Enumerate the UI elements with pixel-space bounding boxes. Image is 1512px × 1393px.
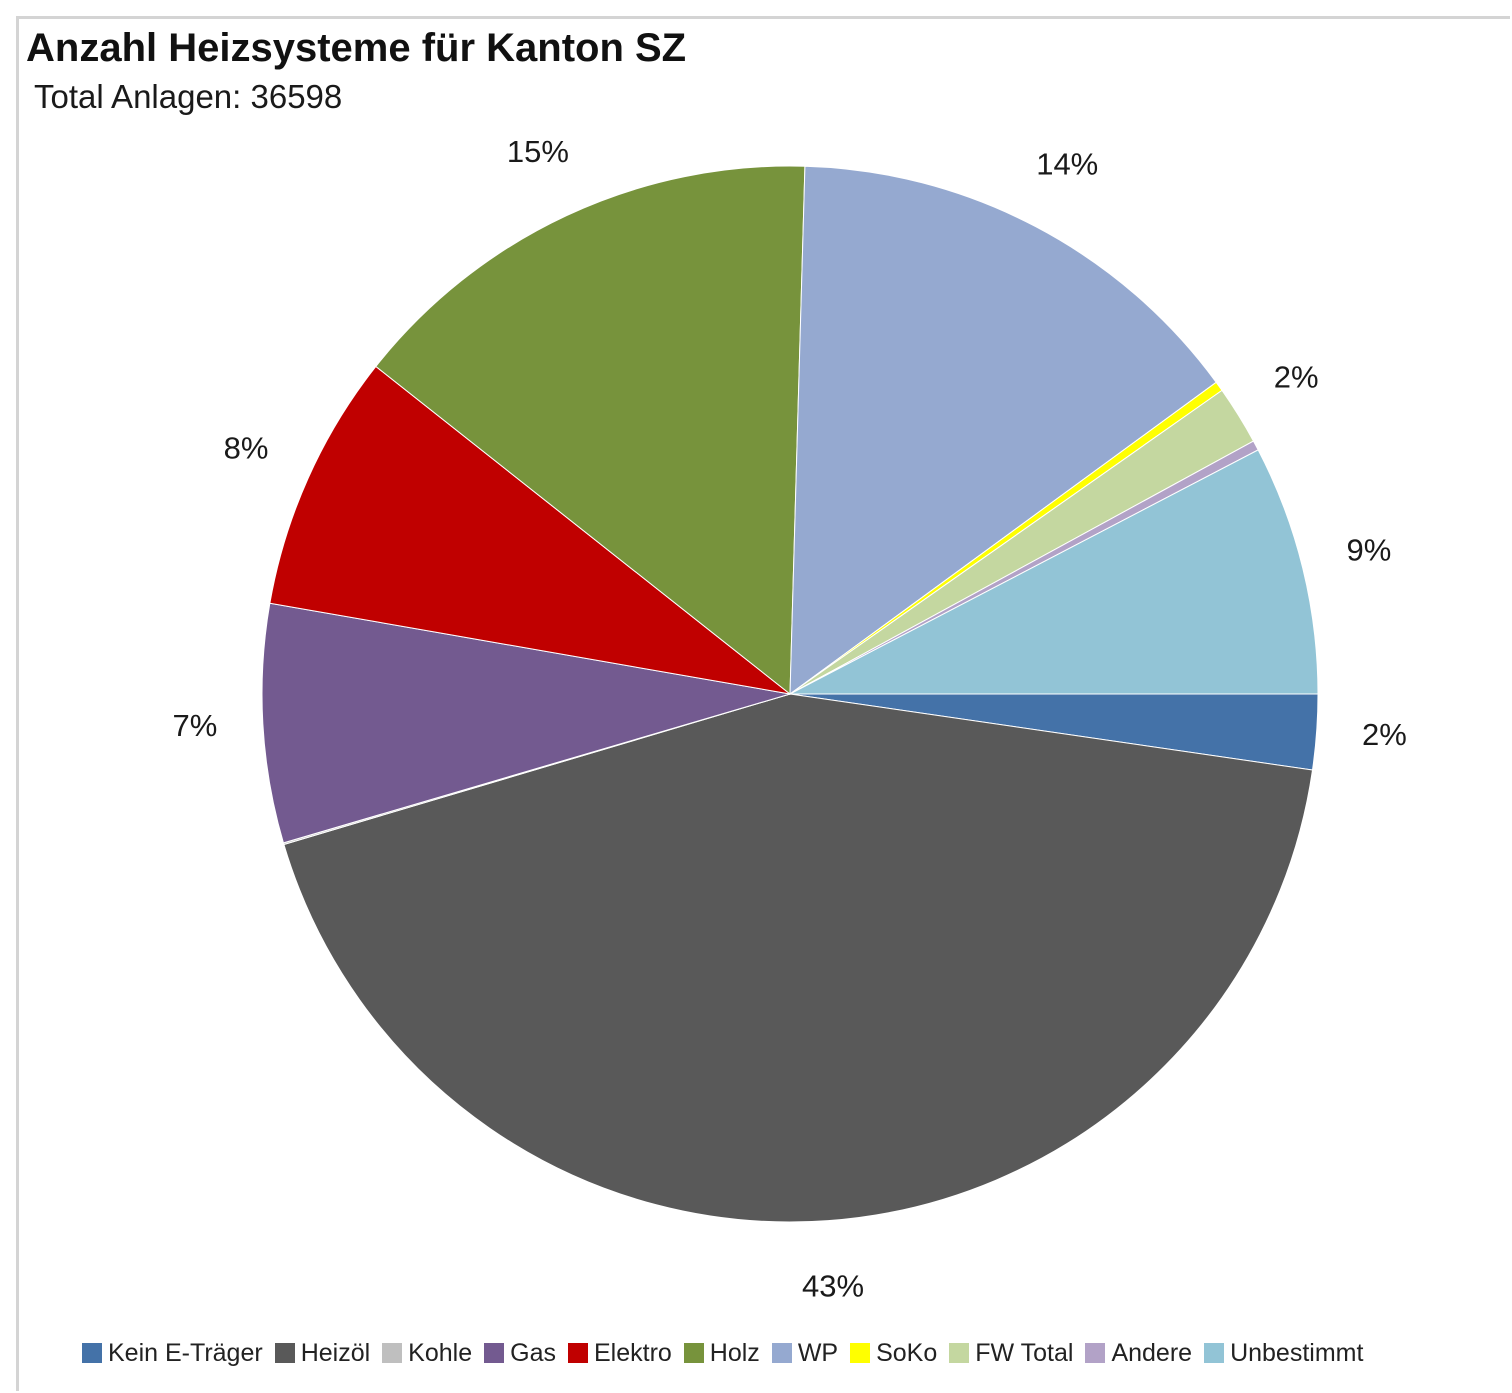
legend-swatch <box>82 1343 102 1363</box>
pie-slice-elektro <box>269 365 791 695</box>
legend-swatch <box>484 1343 505 1363</box>
data-label-gas: 7% <box>173 708 218 743</box>
legend-label: Heizöl <box>300 1338 371 1367</box>
legend-item-heiz-l: Heizöl <box>274 1338 371 1368</box>
legend-item-holz: Holz <box>683 1338 760 1368</box>
legend-item-fw-total: FW Total <box>949 1339 1073 1368</box>
pie-slice-wp <box>789 165 1217 696</box>
legend-item-elektro: Elektro <box>567 1338 672 1368</box>
chart-subtitle: Total Anlagen: 36598 <box>34 78 343 115</box>
legend-swatch <box>382 1343 403 1363</box>
legend-label: FW Total <box>975 1338 1074 1367</box>
legend-swatch <box>771 1343 792 1363</box>
legend-swatch <box>567 1343 588 1363</box>
legend-label: Kein E-Träger <box>108 1338 263 1367</box>
legend-label: Andere <box>1111 1338 1193 1367</box>
data-label-holz: 15% <box>507 134 569 169</box>
legend-item-kohle: Kohle <box>382 1339 472 1368</box>
pie-slice-unbestimmt <box>789 449 1319 695</box>
legend-item-gas: Gas <box>484 1339 556 1368</box>
legend-item-soko: SoKo <box>850 1339 937 1368</box>
legend-label: SoKo <box>876 1338 938 1367</box>
legend-label: Unbestimmt <box>1230 1338 1364 1367</box>
data-label-heiz-l: 43% <box>802 1269 864 1304</box>
legend-label: Gas <box>510 1338 556 1367</box>
legend-item-andere: Andere <box>1085 1339 1192 1368</box>
legend-swatch <box>850 1343 871 1363</box>
chart-legend: Kein E-Träger Heizöl Kohle Gas Elektro Holz WP… <box>82 1336 1363 1370</box>
legend-label: WP <box>797 1338 839 1367</box>
data-label-elektro: 8% <box>224 431 269 466</box>
pie-slice-holz <box>375 165 806 696</box>
legend-swatch <box>683 1343 704 1363</box>
legend-label: Holz <box>709 1338 760 1367</box>
data-label-fw-total: 2% <box>1274 360 1319 395</box>
data-label-unbestimmt: 9% <box>1346 532 1391 567</box>
legend-item-kein-e-tr-ger: Kein E-Träger <box>82 1339 263 1368</box>
legend-item-wp: WP <box>771 1338 839 1368</box>
legend-item-unbestimmt: Unbestimmt <box>1204 1339 1363 1368</box>
legend-swatch <box>1204 1343 1225 1363</box>
legend-label: Elektro <box>593 1338 672 1367</box>
chart-title: Anzahl Heizsysteme für Kanton SZ <box>26 26 687 70</box>
legend-swatch <box>1085 1343 1106 1363</box>
data-label-wp: 14% <box>1036 147 1098 182</box>
pie-slice-heiz-l <box>283 693 1314 1223</box>
data-label-kein-e-tr-ger: 2% <box>1362 717 1407 752</box>
legend-label: Kohle <box>408 1338 473 1367</box>
legend-swatch <box>949 1343 970 1363</box>
pie-slice-gas <box>261 602 791 844</box>
legend-swatch <box>274 1343 295 1363</box>
